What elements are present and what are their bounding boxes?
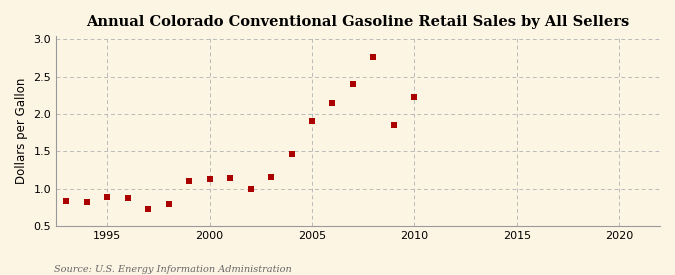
Point [122,195,133,200]
Point [82,200,92,204]
Point [348,82,358,86]
Point [306,119,317,124]
Point [61,199,72,204]
Point [245,186,256,191]
Point [327,101,338,105]
Point [368,55,379,60]
Title: Annual Colorado Conventional Gasoline Retail Sales by All Sellers: Annual Colorado Conventional Gasoline Re… [86,15,630,29]
Point [266,175,277,180]
Point [102,195,113,199]
Point [389,123,400,127]
Point [184,179,194,183]
Point [143,207,154,212]
Y-axis label: Dollars per Gallon: Dollars per Gallon [15,78,28,184]
Point [225,176,236,180]
Point [163,201,174,206]
Point [286,151,297,156]
Point [205,177,215,181]
Point [409,95,420,99]
Text: Source: U.S. Energy Information Administration: Source: U.S. Energy Information Administ… [54,265,292,274]
